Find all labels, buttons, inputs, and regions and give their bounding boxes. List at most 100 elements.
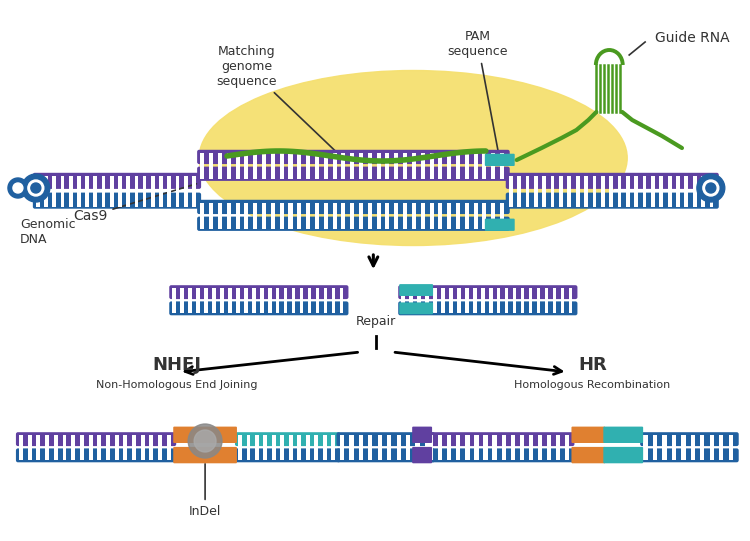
- Bar: [315, 153, 319, 179]
- Bar: [560, 288, 564, 313]
- Bar: [166, 435, 171, 460]
- Bar: [228, 288, 232, 313]
- Bar: [340, 288, 344, 313]
- Circle shape: [697, 174, 724, 202]
- Bar: [394, 153, 398, 179]
- Text: Matching
genome
sequence: Matching genome sequence: [217, 45, 337, 152]
- Bar: [456, 153, 460, 179]
- Bar: [376, 203, 381, 229]
- Bar: [728, 435, 733, 460]
- Bar: [386, 153, 389, 179]
- Bar: [244, 153, 248, 179]
- Bar: [529, 288, 532, 313]
- Bar: [167, 176, 171, 207]
- Bar: [115, 435, 118, 460]
- Bar: [676, 176, 680, 207]
- Bar: [350, 153, 354, 179]
- Bar: [693, 176, 697, 207]
- FancyBboxPatch shape: [170, 285, 349, 299]
- Bar: [465, 288, 469, 313]
- Bar: [534, 176, 538, 207]
- Bar: [447, 153, 452, 179]
- Circle shape: [31, 183, 40, 193]
- Circle shape: [706, 183, 716, 193]
- Bar: [69, 176, 73, 207]
- Bar: [255, 435, 259, 460]
- Bar: [300, 288, 304, 313]
- Bar: [151, 176, 154, 207]
- Bar: [644, 435, 648, 460]
- Bar: [559, 176, 562, 207]
- Bar: [280, 435, 284, 460]
- Bar: [700, 435, 704, 460]
- FancyBboxPatch shape: [413, 447, 432, 463]
- FancyBboxPatch shape: [33, 193, 201, 209]
- Text: Non-Homologous End Joining: Non-Homologous End Joining: [97, 380, 258, 390]
- Bar: [280, 203, 284, 229]
- Bar: [247, 435, 250, 460]
- Bar: [493, 435, 496, 460]
- Bar: [324, 203, 328, 229]
- Bar: [547, 435, 550, 460]
- Bar: [439, 203, 442, 229]
- Bar: [123, 435, 128, 460]
- Bar: [102, 176, 106, 207]
- Bar: [238, 435, 242, 460]
- Bar: [377, 435, 382, 460]
- Bar: [71, 435, 75, 460]
- Bar: [465, 203, 469, 229]
- Text: Cas9: Cas9: [74, 184, 196, 223]
- Circle shape: [8, 178, 28, 198]
- Bar: [54, 435, 58, 460]
- Bar: [387, 435, 392, 460]
- Bar: [513, 288, 517, 313]
- Bar: [236, 288, 240, 313]
- Bar: [332, 203, 337, 229]
- Bar: [292, 288, 296, 313]
- Bar: [226, 203, 231, 229]
- Bar: [520, 288, 524, 313]
- Bar: [260, 288, 263, 313]
- Bar: [404, 203, 407, 229]
- Bar: [324, 288, 327, 313]
- FancyBboxPatch shape: [399, 302, 433, 314]
- Bar: [176, 176, 179, 207]
- Bar: [236, 153, 239, 179]
- Bar: [701, 176, 705, 207]
- Text: Homologous Recombination: Homologous Recombination: [514, 380, 670, 390]
- Bar: [719, 435, 724, 460]
- Bar: [368, 153, 372, 179]
- Bar: [192, 176, 196, 207]
- Bar: [406, 435, 410, 460]
- Text: HR: HR: [578, 356, 607, 374]
- Bar: [209, 203, 213, 229]
- Bar: [474, 153, 478, 179]
- Bar: [421, 203, 424, 229]
- Bar: [500, 153, 504, 179]
- Bar: [98, 435, 101, 460]
- Bar: [659, 176, 663, 207]
- Bar: [188, 288, 192, 313]
- Bar: [457, 435, 460, 460]
- FancyBboxPatch shape: [603, 427, 644, 443]
- Bar: [368, 435, 373, 460]
- Bar: [80, 435, 84, 460]
- Bar: [397, 435, 400, 460]
- Bar: [473, 288, 476, 313]
- Bar: [284, 288, 287, 313]
- Bar: [289, 435, 292, 460]
- Bar: [417, 288, 421, 313]
- Bar: [668, 176, 671, 207]
- Circle shape: [22, 174, 50, 202]
- Bar: [592, 176, 596, 207]
- Bar: [438, 435, 442, 460]
- FancyBboxPatch shape: [572, 427, 605, 443]
- Bar: [509, 176, 513, 207]
- Bar: [45, 435, 49, 460]
- Bar: [158, 435, 162, 460]
- Circle shape: [30, 183, 40, 193]
- Bar: [584, 176, 588, 207]
- Bar: [252, 288, 256, 313]
- Bar: [672, 435, 676, 460]
- FancyBboxPatch shape: [197, 150, 510, 164]
